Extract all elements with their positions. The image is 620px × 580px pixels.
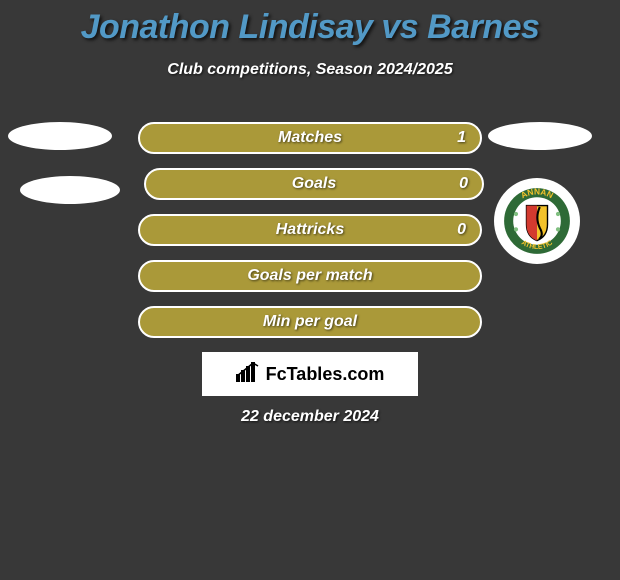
placeholder-oval	[8, 122, 112, 150]
stat-bar-value: 0	[457, 221, 466, 239]
page-subtitle: Club competitions, Season 2024/2025	[0, 61, 620, 79]
stat-bar: Goals per match	[138, 260, 482, 292]
stat-bar-label: Hattricks	[140, 221, 480, 239]
placeholder-oval	[20, 176, 120, 204]
stat-bar-label: Min per goal	[140, 313, 480, 331]
stat-bar-label: Goals per match	[140, 267, 480, 285]
stat-bar: Goals0	[144, 168, 484, 200]
placeholder-oval	[488, 122, 592, 150]
generated-date: 22 december 2024	[0, 408, 620, 426]
brand-text: FcTables.com	[266, 364, 385, 385]
stat-bar-value: 1	[457, 129, 466, 147]
page-title: Jonathon Lindisay vs Barnes	[0, 0, 620, 47]
stat-bar: Hattricks0	[138, 214, 482, 246]
stat-bar-label: Matches	[140, 129, 480, 147]
stat-bar: Min per goal	[138, 306, 482, 338]
bar-chart-icon	[236, 362, 260, 387]
brand-watermark: FcTables.com	[202, 352, 418, 396]
stat-bar-value: 0	[459, 175, 468, 193]
club-crest: ANNANATHLETIC	[494, 178, 580, 264]
stat-bar: Matches1	[138, 122, 482, 154]
stat-bar-label: Goals	[146, 175, 482, 193]
